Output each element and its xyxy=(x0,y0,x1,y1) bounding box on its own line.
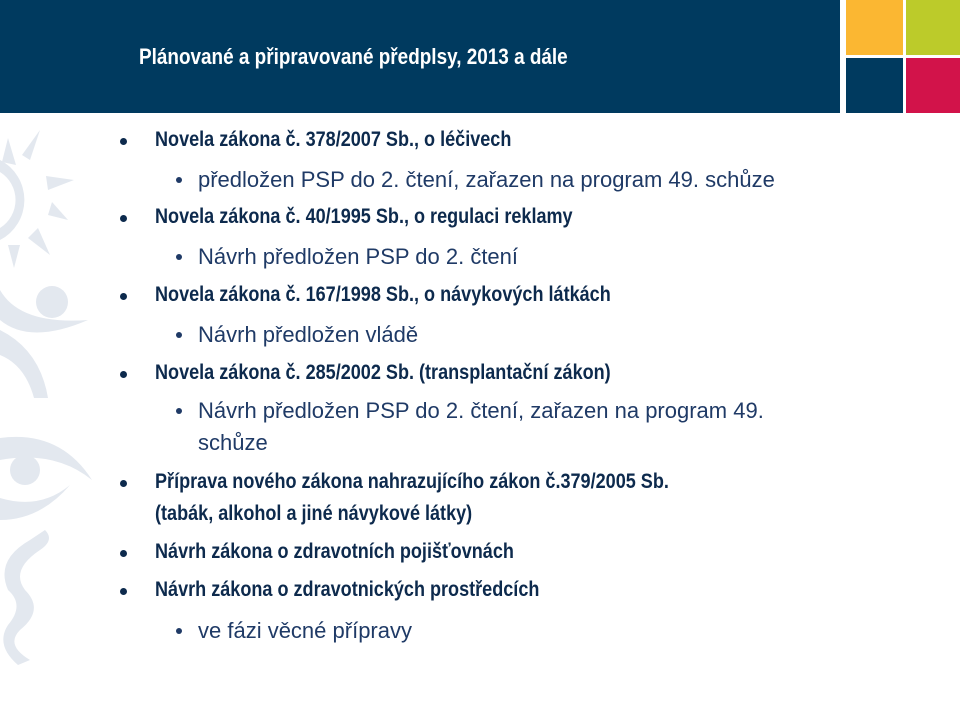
bullet-item: Návrh zákona o zdravotnických prostředcí… xyxy=(155,578,540,601)
orange-square xyxy=(846,0,903,55)
sub-bullet-item: Návrh předložen PSP do 2. čtení xyxy=(198,244,519,269)
bullet-icon xyxy=(120,480,127,487)
bullet-item: Příprava nového zákona nahrazujícího zák… xyxy=(155,470,669,493)
bullet-item: Návrh zákona o zdravotních pojišťovnách xyxy=(155,540,514,563)
bullet-icon xyxy=(176,332,182,338)
sub-bullet-item: předložen PSP do 2. čtení, zařazen na pr… xyxy=(198,167,775,192)
crimson-square xyxy=(906,58,960,113)
bullet-item: (tabák, alkohol a jiné návykové látky) xyxy=(155,502,473,525)
bullet-item: Novela zákona č. 167/1998 Sb., o návykov… xyxy=(155,283,611,306)
bullet-icon xyxy=(176,177,182,183)
bullet-icon xyxy=(120,293,127,300)
slide-title: Plánované a připravované předplsy, 2013 … xyxy=(139,44,568,69)
watermark-logo xyxy=(0,130,92,665)
bullet-icon xyxy=(120,588,127,595)
sub-bullet-item: Návrh předložen vládě xyxy=(198,322,419,347)
lime-square xyxy=(906,0,960,55)
bullet-icon xyxy=(120,550,127,557)
bullet-icon xyxy=(176,254,182,260)
sub-bullet-item: schůze xyxy=(198,430,268,455)
bullet-icon xyxy=(176,408,182,414)
bullet-icon xyxy=(120,138,127,145)
bullet-item: Novela zákona č. 285/2002 Sb. (transplan… xyxy=(155,361,611,384)
title-bar: Plánované a připravované předplsy, 2013 … xyxy=(0,0,840,113)
sub-bullet-item: Návrh předložen PSP do 2. čtení, zařazen… xyxy=(198,398,764,423)
bullet-icon xyxy=(176,628,182,634)
bullet-item: Novela zákona č. 378/2007 Sb., o léčivec… xyxy=(155,128,512,151)
bullet-item: Novela zákona č. 40/1995 Sb., o regulaci… xyxy=(155,205,573,228)
bullet-icon xyxy=(120,215,127,222)
bullet-icon xyxy=(120,371,127,378)
sub-bullet-item: ve fázi věcné přípravy xyxy=(198,618,412,643)
navy-square xyxy=(846,58,903,113)
